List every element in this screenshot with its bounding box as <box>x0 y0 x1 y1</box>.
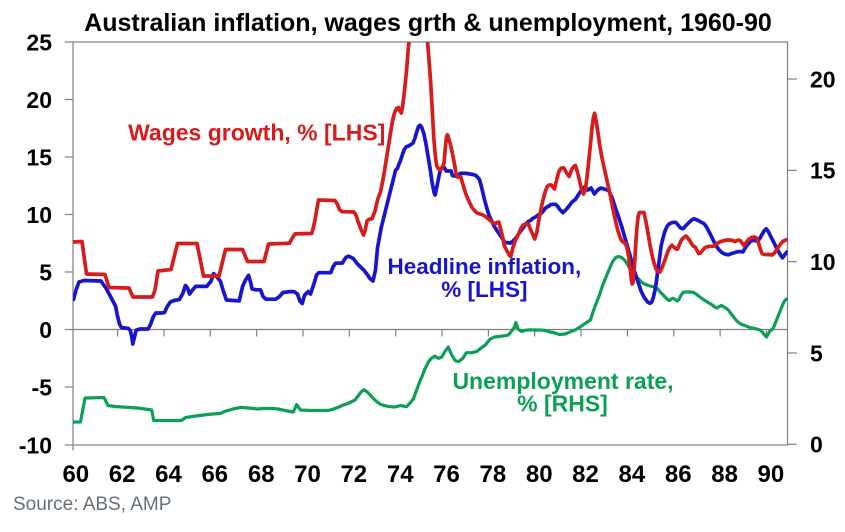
svg-text:15: 15 <box>26 144 52 170</box>
svg-text:72: 72 <box>340 461 367 488</box>
svg-text:0: 0 <box>39 317 52 343</box>
svg-text:15: 15 <box>810 158 836 184</box>
svg-text:90: 90 <box>758 461 785 488</box>
svg-text:62: 62 <box>109 461 136 488</box>
svg-text:10: 10 <box>810 249 836 275</box>
svg-text:-5: -5 <box>32 374 53 400</box>
svg-text:76: 76 <box>433 461 460 488</box>
svg-text:20: 20 <box>810 66 836 92</box>
svg-text:Australian inflation, wages gr: Australian inflation, wages grth & unemp… <box>84 9 772 37</box>
svg-text:20: 20 <box>26 87 52 113</box>
svg-text:Wages growth, % [LHS]: Wages growth, % [LHS] <box>128 120 385 146</box>
svg-text:70: 70 <box>294 461 321 488</box>
svg-text:64: 64 <box>155 461 182 488</box>
svg-text:Headline inflation,: Headline inflation, <box>388 254 582 279</box>
svg-text:88: 88 <box>711 461 738 488</box>
svg-text:82: 82 <box>572 461 599 488</box>
svg-text:68: 68 <box>248 461 275 488</box>
svg-text:74: 74 <box>387 461 414 488</box>
svg-text:5: 5 <box>39 259 52 285</box>
svg-text:-10: -10 <box>19 432 52 458</box>
svg-text:86: 86 <box>665 461 692 488</box>
svg-text:Source: ABS, AMP: Source: ABS, AMP <box>13 494 171 515</box>
svg-text:10: 10 <box>26 202 52 228</box>
svg-text:0: 0 <box>810 432 823 458</box>
svg-text:% [LHS]: % [LHS] <box>441 277 527 302</box>
svg-text:78: 78 <box>480 461 507 488</box>
svg-text:84: 84 <box>619 461 646 488</box>
svg-text:% [RHS]: % [RHS] <box>517 391 608 417</box>
svg-text:Unemployment rate,: Unemployment rate, <box>452 368 673 394</box>
svg-text:60: 60 <box>62 461 89 488</box>
svg-text:66: 66 <box>201 461 228 488</box>
svg-text:80: 80 <box>526 461 553 488</box>
svg-text:5: 5 <box>810 340 823 366</box>
svg-text:25: 25 <box>26 29 52 55</box>
